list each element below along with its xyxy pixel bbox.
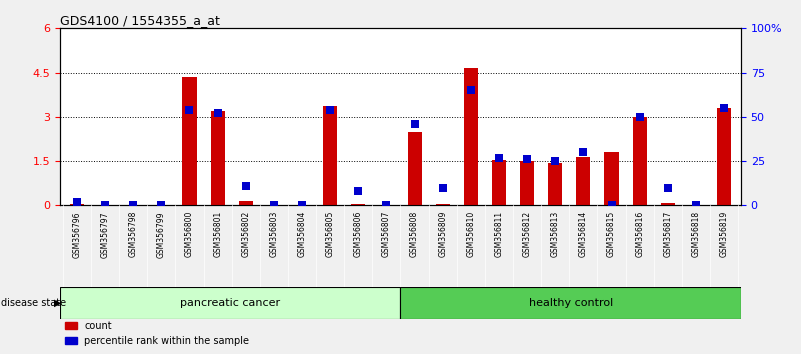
Bar [400, 287, 741, 319]
Bar [183, 77, 196, 205]
Text: GSM356813: GSM356813 [551, 211, 560, 257]
Bar [70, 204, 84, 205]
Text: ▶: ▶ [54, 298, 62, 308]
Point [268, 202, 280, 208]
Text: GSM356815: GSM356815 [607, 211, 616, 257]
Text: GSM356801: GSM356801 [213, 211, 222, 257]
Text: pancreatic cancer: pancreatic cancer [180, 298, 280, 308]
Text: GSM356803: GSM356803 [269, 211, 279, 257]
Point [465, 87, 477, 93]
Bar [323, 107, 337, 205]
Point [352, 188, 364, 194]
Text: GSM356816: GSM356816 [635, 211, 644, 257]
Point [324, 107, 336, 113]
Text: GSM356806: GSM356806 [354, 211, 363, 257]
Point [690, 202, 702, 208]
Point [380, 202, 392, 208]
Point [99, 202, 111, 208]
Text: GSM356799: GSM356799 [157, 211, 166, 257]
Text: GSM356798: GSM356798 [129, 211, 138, 257]
Point [127, 202, 139, 208]
Text: GSM356800: GSM356800 [185, 211, 194, 257]
Text: GSM356817: GSM356817 [663, 211, 672, 257]
Point [70, 199, 83, 205]
Bar [717, 108, 731, 205]
Point [211, 110, 224, 116]
Text: GSM356811: GSM356811 [494, 211, 504, 257]
Text: GSM356814: GSM356814 [579, 211, 588, 257]
Text: GSM356819: GSM356819 [719, 211, 729, 257]
Bar [548, 162, 562, 205]
Point [409, 121, 421, 127]
Text: GSM356818: GSM356818 [691, 211, 700, 257]
Point [718, 105, 731, 111]
Point [155, 202, 167, 208]
Point [437, 185, 449, 190]
Point [634, 114, 646, 120]
Point [239, 183, 252, 189]
Point [183, 107, 196, 113]
Bar [436, 204, 449, 205]
Text: disease state: disease state [1, 298, 66, 308]
Bar [577, 156, 590, 205]
Text: GSM356808: GSM356808 [410, 211, 419, 257]
Bar [633, 117, 646, 205]
Text: GSM356809: GSM356809 [438, 211, 447, 257]
Text: GSM356812: GSM356812 [522, 211, 532, 257]
Point [296, 202, 308, 208]
Point [493, 155, 505, 160]
Text: healthy control: healthy control [529, 298, 613, 308]
Text: GSM356807: GSM356807 [382, 211, 391, 257]
Text: GSM356797: GSM356797 [101, 211, 110, 257]
Bar [239, 201, 253, 205]
Text: GDS4100 / 1554355_a_at: GDS4100 / 1554355_a_at [60, 14, 220, 27]
Text: GSM356805: GSM356805 [326, 211, 335, 257]
Point [662, 185, 674, 190]
Bar [60, 287, 400, 319]
Bar [408, 132, 421, 205]
Bar [661, 203, 674, 205]
Point [521, 156, 533, 162]
Text: GSM356804: GSM356804 [297, 211, 307, 257]
Bar [464, 68, 478, 205]
Legend: count, percentile rank within the sample: count, percentile rank within the sample [65, 321, 249, 346]
Text: GSM356810: GSM356810 [466, 211, 475, 257]
Bar [605, 152, 618, 205]
Point [549, 158, 562, 164]
Bar [492, 160, 506, 205]
Bar [211, 111, 224, 205]
Bar [352, 204, 365, 205]
Point [577, 149, 590, 155]
Text: GSM356802: GSM356802 [241, 211, 250, 257]
Text: GSM356796: GSM356796 [72, 211, 82, 257]
Bar [520, 161, 534, 205]
Point [605, 202, 618, 208]
